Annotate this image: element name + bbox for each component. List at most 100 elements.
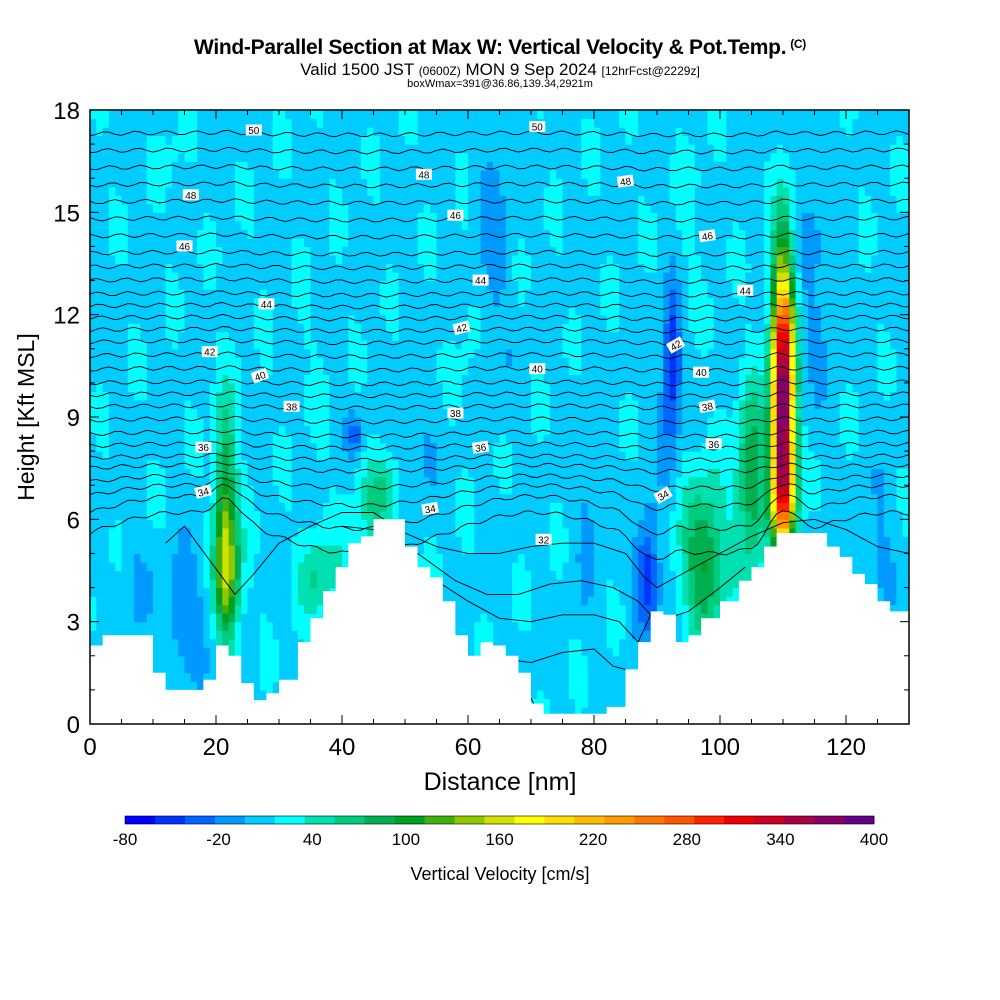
velocity-cell xyxy=(90,493,97,503)
velocity-cell xyxy=(115,408,123,418)
velocity-cell xyxy=(272,621,280,631)
velocity-cell xyxy=(121,536,129,546)
velocity-cell xyxy=(896,604,904,614)
velocity-cell xyxy=(159,561,167,572)
velocity-cell xyxy=(877,425,885,435)
velocity-cell xyxy=(260,442,267,452)
velocity-cell xyxy=(417,536,425,546)
velocity-cell xyxy=(108,570,116,580)
velocity-cell xyxy=(600,502,608,512)
velocity-cell xyxy=(839,485,847,495)
velocity-cell xyxy=(392,442,400,452)
velocity-cell xyxy=(575,647,582,657)
velocity-cell xyxy=(694,613,702,623)
velocity-cell xyxy=(486,621,494,631)
velocity-cell xyxy=(310,510,318,520)
velocity-cell xyxy=(707,596,715,606)
velocity-cell xyxy=(190,434,198,444)
velocity-cell xyxy=(650,468,658,478)
velocity-cell xyxy=(272,630,280,640)
velocity-cell xyxy=(241,561,249,572)
velocity-cell xyxy=(386,425,393,435)
velocity-cell xyxy=(241,621,249,631)
velocity-cell xyxy=(726,553,734,563)
velocity-cell xyxy=(285,570,293,580)
velocity-cell xyxy=(297,561,305,572)
velocity-cell xyxy=(612,468,620,478)
velocity-cell xyxy=(650,459,658,469)
velocity-cell xyxy=(190,459,198,469)
velocity-cell xyxy=(140,408,148,418)
velocity-cell xyxy=(594,638,601,648)
velocity-cell xyxy=(801,434,809,444)
velocity-cell xyxy=(140,630,148,640)
velocity-cell xyxy=(241,451,249,461)
velocity-cell xyxy=(90,527,97,537)
velocity-cell xyxy=(638,613,645,623)
velocity-cell xyxy=(663,408,671,418)
velocity-cell xyxy=(713,596,721,606)
velocity-cell xyxy=(556,527,564,537)
velocity-cell xyxy=(423,408,431,418)
velocity-cell xyxy=(757,561,765,572)
velocity-cell xyxy=(442,519,450,529)
velocity-cell xyxy=(153,613,160,623)
velocity-cell xyxy=(556,459,564,469)
velocity-cell xyxy=(512,570,519,580)
velocity-cell xyxy=(165,544,173,555)
velocity-cell xyxy=(140,561,148,572)
velocity-cell xyxy=(770,408,778,418)
velocity-cell xyxy=(241,493,249,503)
velocity-cell xyxy=(379,425,387,435)
velocity-cell xyxy=(499,434,507,444)
velocity-cell xyxy=(329,442,337,452)
velocity-cell xyxy=(600,630,608,640)
velocity-cell xyxy=(260,536,267,546)
velocity-cell xyxy=(864,468,872,478)
velocity-cell xyxy=(367,468,375,478)
velocity-cell xyxy=(707,425,715,435)
velocity-cell xyxy=(474,425,482,435)
velocity-cell xyxy=(531,468,538,478)
velocity-cell xyxy=(600,664,608,674)
velocity-cell xyxy=(896,544,904,555)
velocity-cell xyxy=(732,417,740,427)
velocity-cell xyxy=(556,587,564,597)
velocity-cell xyxy=(732,510,740,520)
velocity-cell xyxy=(612,672,620,682)
velocity-cell xyxy=(165,451,173,461)
velocity-cell xyxy=(455,502,463,512)
velocity-cell xyxy=(581,476,589,486)
velocity-cell xyxy=(581,706,589,717)
velocity-cell xyxy=(745,451,753,461)
velocity-cell xyxy=(556,434,564,444)
velocity-cell xyxy=(505,587,513,597)
velocity-cell xyxy=(272,638,280,648)
velocity-cell xyxy=(505,468,513,478)
velocity-cell xyxy=(455,442,463,452)
velocity-cell xyxy=(323,510,330,520)
velocity-cell xyxy=(216,425,223,435)
velocity-cell xyxy=(430,468,438,478)
velocity-cell xyxy=(291,408,299,418)
velocity-cell xyxy=(153,417,160,427)
velocity-cell xyxy=(423,510,431,520)
velocity-cell xyxy=(266,587,274,597)
velocity-cell xyxy=(493,425,501,435)
velocity-cell xyxy=(266,544,274,555)
velocity-cell xyxy=(316,493,324,503)
velocity-cell xyxy=(134,451,141,461)
velocity-cell xyxy=(556,399,564,410)
velocity-cell xyxy=(190,476,198,486)
velocity-cell xyxy=(669,519,677,529)
velocity-cell xyxy=(297,613,305,623)
velocity-cell xyxy=(549,442,557,452)
velocity-cell xyxy=(216,485,223,495)
velocity-cell xyxy=(272,536,280,546)
velocity-cell xyxy=(392,425,400,435)
velocity-cell xyxy=(442,510,450,520)
velocity-cell xyxy=(902,527,909,537)
velocity-cell xyxy=(480,536,488,546)
velocity-cell xyxy=(644,604,652,614)
velocity-cell xyxy=(342,493,349,503)
